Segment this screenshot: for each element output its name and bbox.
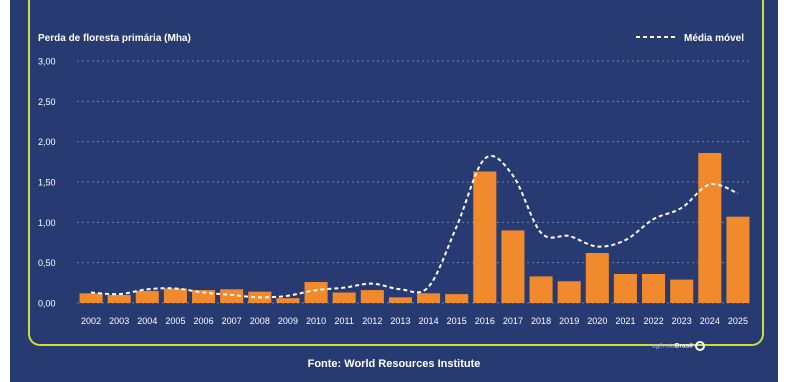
grid-layer [77, 60, 752, 304]
x-tick-label: 2006 [194, 316, 214, 326]
panel-border [28, 0, 764, 346]
x-tick-label: 2002 [81, 316, 101, 326]
x-tick-label: 2014 [419, 316, 439, 326]
logo-name: Brasil [674, 342, 693, 350]
bar-series [79, 152, 750, 303]
x-tick-label: 2025 [728, 316, 748, 326]
x-tick-label: 2012 [362, 316, 382, 326]
x-tick-label: 2009 [278, 316, 298, 326]
bar [501, 230, 525, 303]
bar [726, 216, 750, 303]
x-tick-label: 2010 [306, 316, 326, 326]
legend: Média móvel [636, 33, 744, 44]
x-tick-label: 2018 [531, 316, 551, 326]
source-caption: Fonte: World Resources Institute [307, 358, 481, 370]
bar [529, 276, 553, 303]
x-tick-label: 2005 [165, 316, 185, 326]
x-tick-label: 2015 [447, 316, 467, 326]
bar [698, 152, 722, 303]
x-tick-label: 2023 [672, 316, 692, 326]
bar [670, 279, 694, 303]
logo-ring-icon [694, 341, 705, 351]
bar [642, 273, 666, 303]
bar [613, 273, 637, 303]
bar [220, 289, 244, 303]
x-tick-label: 2008 [250, 316, 270, 326]
x-tick-label: 2016 [475, 316, 495, 326]
moving-average-series [90, 154, 739, 299]
x-tick-label: 2019 [559, 316, 579, 326]
x-tick-label: 2007 [222, 316, 242, 326]
x-tick-label: 2003 [109, 316, 129, 326]
y-axis-ticks: 3,00 2,50 2,00 1,50 1,00 0,50 0,00 [38, 57, 56, 309]
bar [135, 290, 159, 303]
y-tick-label: 2,50 [38, 97, 56, 107]
bar [557, 281, 581, 303]
y-axis-label: Perda de floresta primária (Mha) [38, 33, 191, 44]
x-tick-label: 2020 [587, 316, 607, 326]
x-tick-label: 2013 [390, 316, 410, 326]
x-tick-label: 2024 [700, 316, 720, 326]
y-tick-label: 0,00 [38, 299, 56, 309]
bar [417, 293, 441, 303]
moving-average-line [90, 154, 739, 299]
bar [360, 290, 384, 303]
bar [388, 297, 412, 303]
x-tick-label: 2021 [615, 316, 635, 326]
bar [445, 294, 469, 303]
chart-panel [10, 0, 778, 382]
bar [332, 292, 356, 303]
y-tick-label: 1,50 [38, 178, 56, 188]
agencia-brasil-logo: agênciaBrasil [652, 341, 705, 351]
bar [79, 293, 103, 303]
y-tick-label: 0,50 [38, 258, 56, 268]
y-tick-label: 3,00 [38, 57, 56, 67]
bar [276, 298, 300, 303]
legend-label: Média móvel [684, 33, 744, 44]
logo-prefix: agência [652, 342, 675, 350]
x-tick-label: 2004 [137, 316, 157, 326]
x-tick-label: 2022 [644, 316, 664, 326]
x-tick-label: 2011 [335, 316, 354, 326]
bar [304, 282, 328, 303]
bar [473, 171, 497, 303]
x-axis-ticks: 2002 2003 2004 2005 2006 2007 2008 2009 2010 2011… [81, 316, 748, 326]
bar [107, 294, 131, 303]
bar [163, 288, 187, 303]
x-tick-label: 2017 [503, 316, 523, 326]
bar [585, 252, 609, 303]
y-tick-label: 2,00 [38, 137, 56, 147]
y-tick-label: 1,00 [38, 218, 56, 228]
